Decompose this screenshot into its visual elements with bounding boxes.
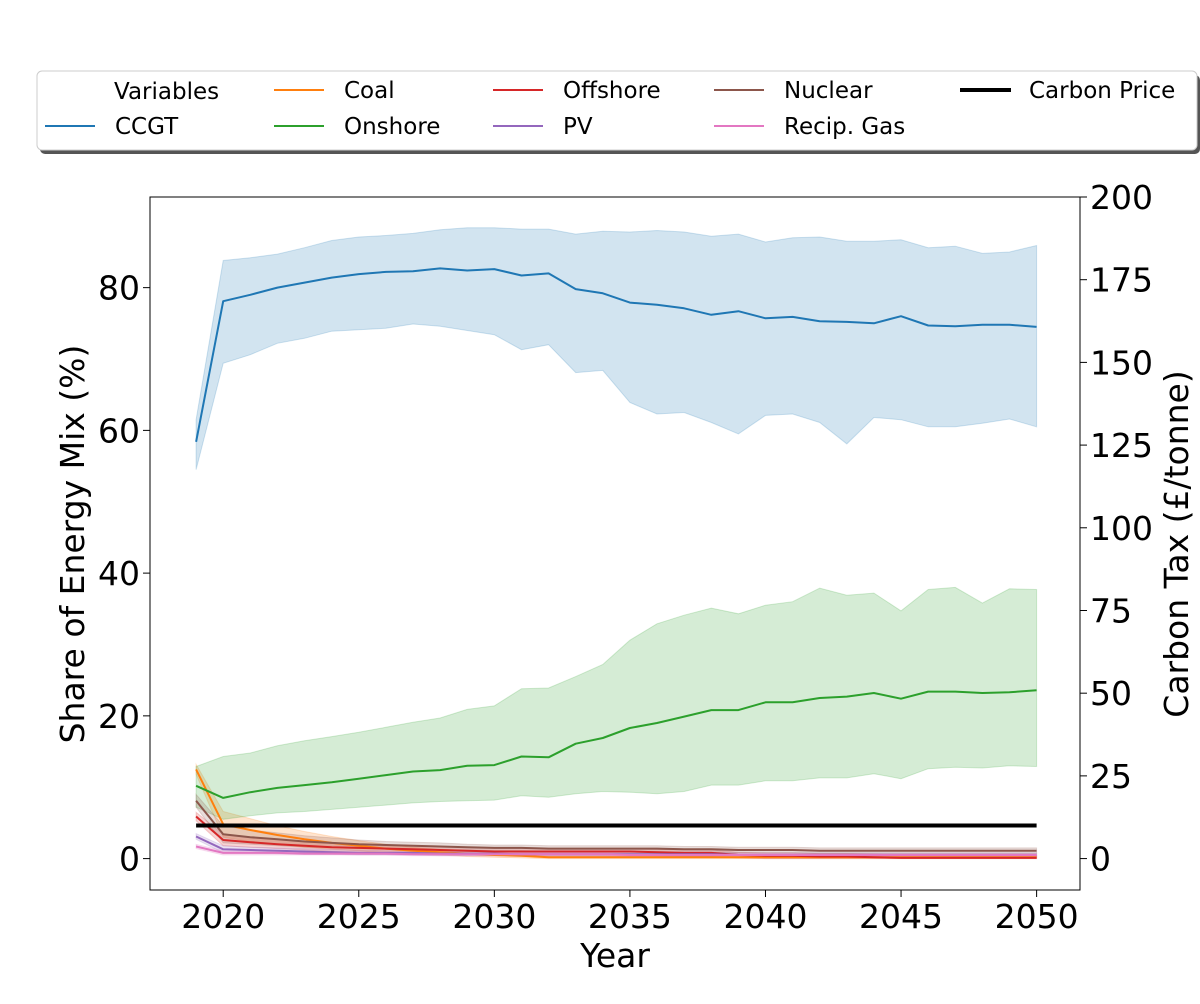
y2-tick-label: 150 <box>1090 343 1153 382</box>
series-line-recip-gas <box>195 845 1037 856</box>
y2-tick-label: 175 <box>1090 261 1153 300</box>
legend-label-ccgt: CCGT <box>115 114 179 140</box>
legend-label-onshore: Onshore <box>344 114 440 140</box>
y-tick-label: 60 <box>98 411 140 450</box>
legend-label-coal: Coal <box>344 78 395 104</box>
y-tick-label: 20 <box>98 697 140 736</box>
legend: Variables CCGT Coal Onshore Offshore PV Nucle… <box>36 70 1200 154</box>
y-tick-label: 80 <box>98 269 140 308</box>
x-tick-label: 2035 <box>588 897 672 936</box>
y2-axis-label: Carbon Tax (£/tonne) <box>1157 370 1196 717</box>
legend-label-pv: PV <box>563 114 593 140</box>
x-tick-label: 2025 <box>317 897 401 936</box>
legend-label-carbon-price: Carbon Price <box>1029 78 1175 104</box>
series-lines <box>195 267 1037 859</box>
legend-label-nuclear: Nuclear <box>784 78 873 104</box>
legend-entries: CCGT Coal Onshore Offshore PV Nuclear Recip. G… <box>45 78 1175 140</box>
confidence-bands <box>195 227 1038 860</box>
y-tick-label: 40 <box>98 554 140 593</box>
y-axis-left: 0 20 40 60 80 <box>98 269 150 879</box>
series-line-onshore <box>195 689 1037 799</box>
y2-tick-label: 125 <box>1090 426 1153 465</box>
legend-box <box>36 70 1198 151</box>
y2-tick-label: 200 <box>1090 178 1153 217</box>
x-tick-label: 2030 <box>452 897 536 936</box>
legend-title: Variables <box>114 79 219 105</box>
y2-tick-label: 75 <box>1090 591 1132 630</box>
band-ccgt <box>195 227 1038 470</box>
series-line-nuclear <box>195 800 1037 852</box>
x-tick-label: 2040 <box>723 897 807 936</box>
x-tick-label: 2045 <box>859 897 943 936</box>
y-axis-label: Share of Energy Mix (%) <box>53 345 92 744</box>
x-axis-label: Year <box>579 936 650 975</box>
y2-tick-label: 0 <box>1090 840 1111 879</box>
x-tick-label: 2020 <box>181 897 265 936</box>
x-tick-label: 2050 <box>995 897 1079 936</box>
y2-tick-label: 25 <box>1090 757 1132 796</box>
series-line-offshore <box>195 815 1037 859</box>
legend-label-recip-gas: Recip. Gas <box>784 114 905 140</box>
band-onshore <box>195 586 1038 820</box>
x-axis: 2020 2025 2030 2035 2040 2045 2050 <box>181 890 1079 936</box>
y2-tick-label: 50 <box>1090 674 1132 713</box>
legend-label-offshore: Offshore <box>563 78 661 104</box>
y-tick-label: 0 <box>119 840 140 879</box>
plot-frame <box>149 196 1081 891</box>
series-line-ccgt <box>195 267 1037 442</box>
y2-tick-label: 100 <box>1090 509 1153 548</box>
y-axis-right: 0 25 50 75 100 125 150 175 200 <box>1080 178 1153 879</box>
